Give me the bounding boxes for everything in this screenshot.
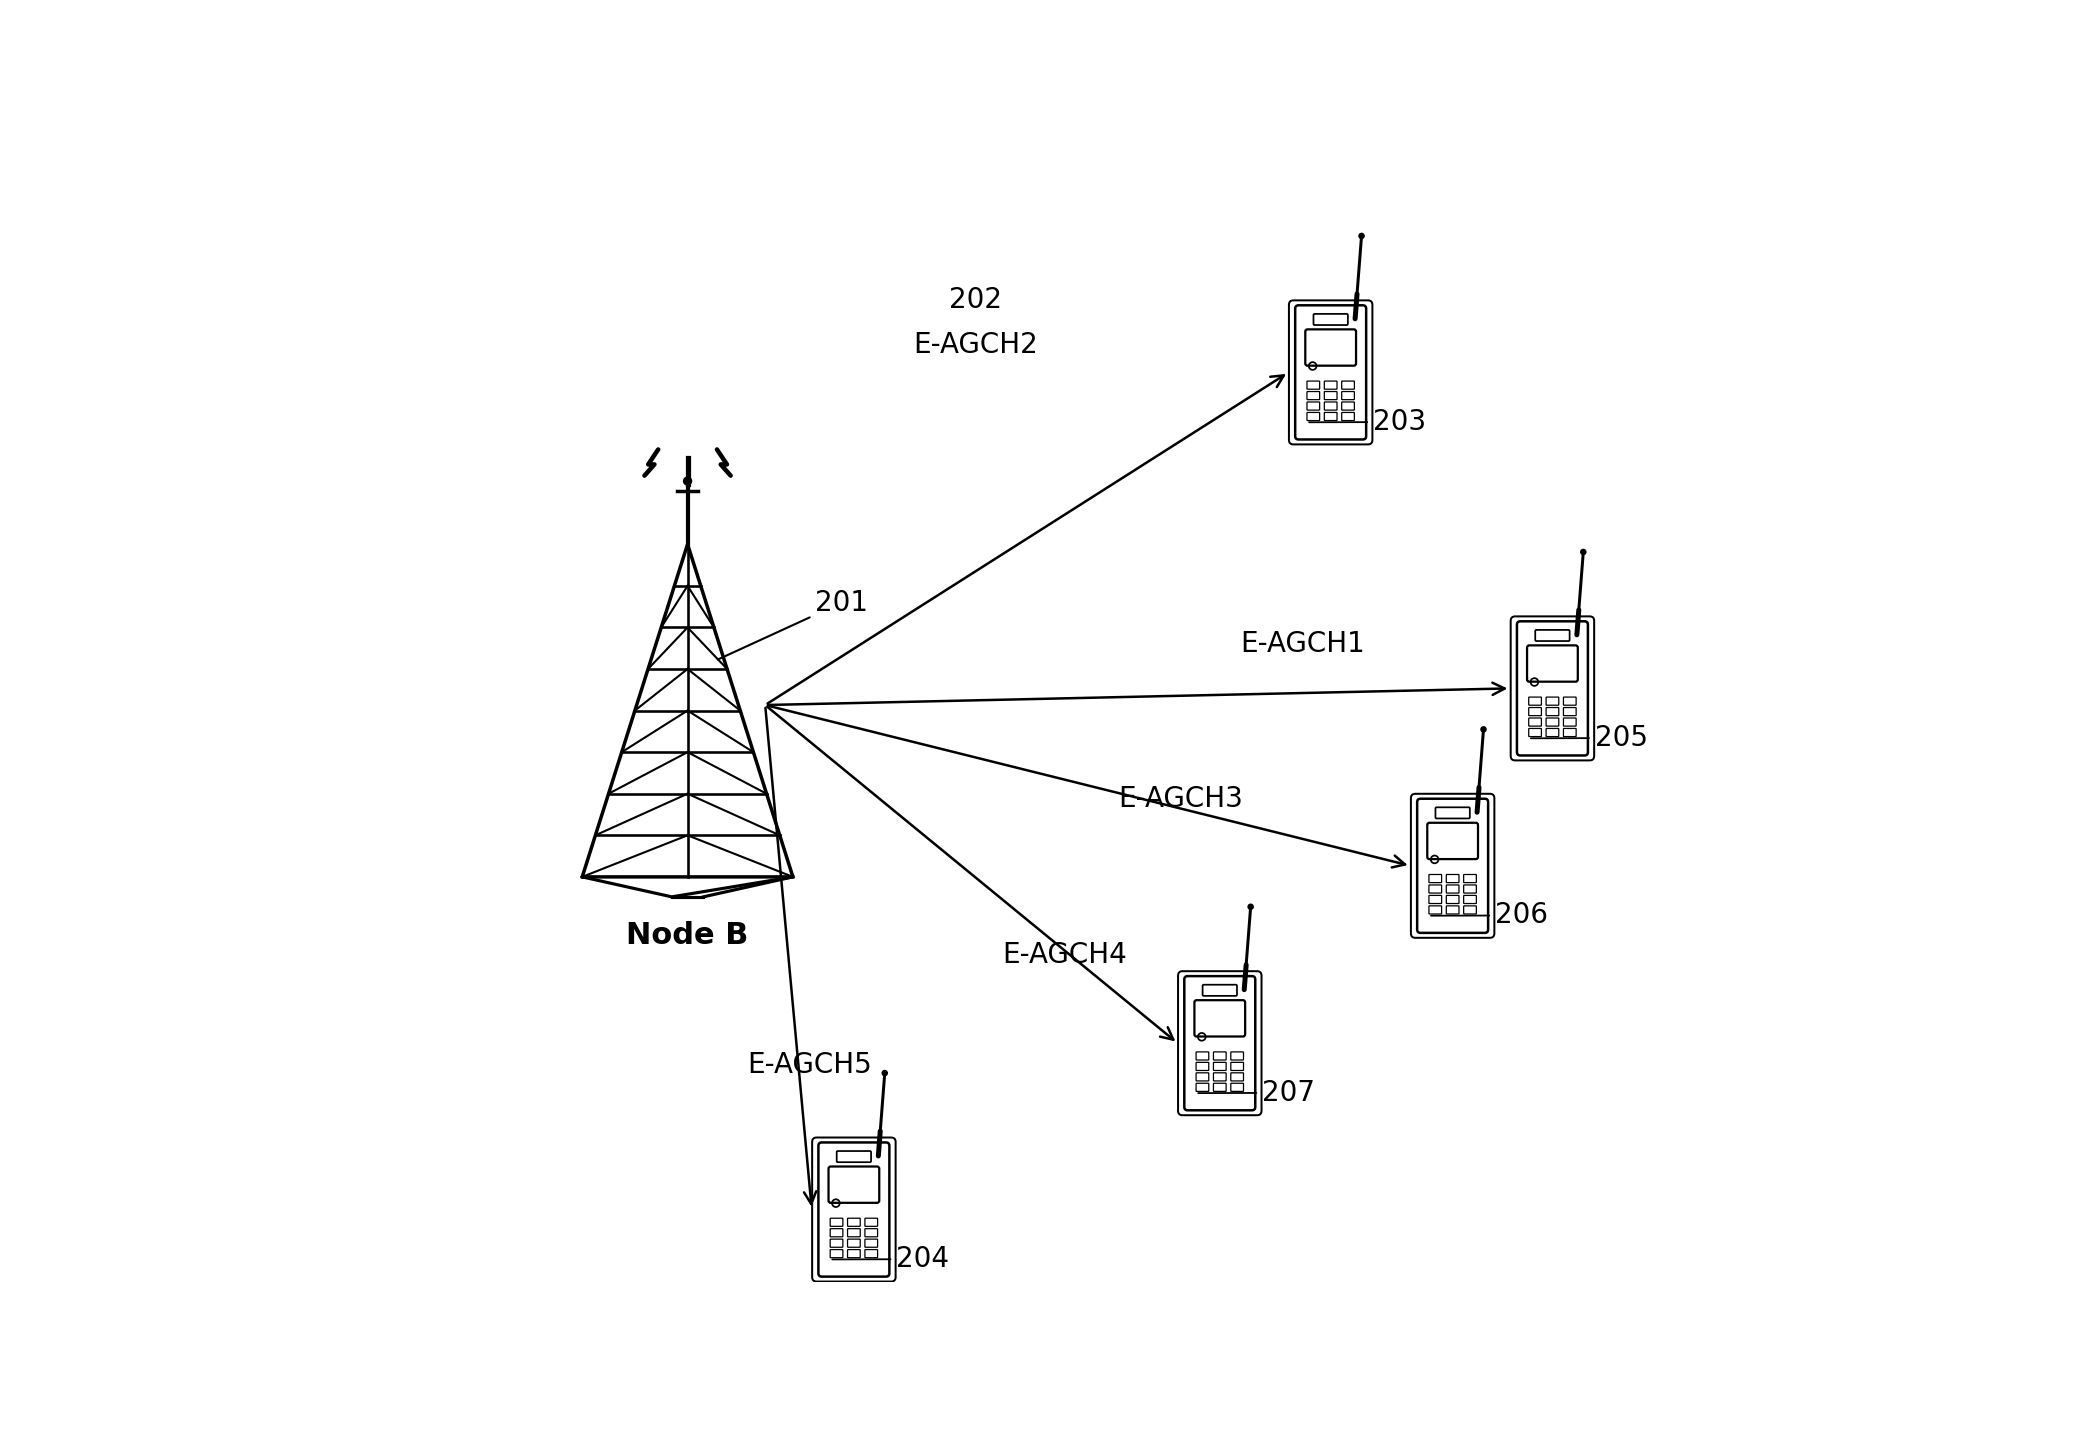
FancyBboxPatch shape [1230, 1073, 1244, 1081]
FancyBboxPatch shape [1196, 1051, 1209, 1060]
FancyBboxPatch shape [1428, 896, 1441, 903]
FancyBboxPatch shape [1518, 621, 1587, 756]
FancyBboxPatch shape [1324, 392, 1336, 400]
FancyBboxPatch shape [1447, 906, 1460, 914]
FancyBboxPatch shape [1464, 896, 1476, 903]
FancyBboxPatch shape [864, 1218, 877, 1227]
Text: 207: 207 [1199, 1079, 1315, 1107]
FancyBboxPatch shape [864, 1228, 877, 1237]
FancyBboxPatch shape [1295, 305, 1366, 439]
FancyBboxPatch shape [1464, 874, 1476, 883]
FancyBboxPatch shape [1196, 1063, 1209, 1070]
Text: 205: 205 [1531, 724, 1647, 752]
FancyBboxPatch shape [864, 1250, 877, 1257]
FancyBboxPatch shape [818, 1142, 889, 1277]
FancyBboxPatch shape [831, 1218, 844, 1227]
Text: Node B: Node B [626, 922, 750, 950]
Circle shape [1359, 233, 1363, 239]
FancyBboxPatch shape [1428, 886, 1441, 893]
FancyBboxPatch shape [848, 1250, 860, 1257]
FancyBboxPatch shape [1434, 808, 1470, 818]
FancyBboxPatch shape [1203, 985, 1236, 996]
FancyBboxPatch shape [1564, 729, 1576, 737]
FancyBboxPatch shape [1528, 729, 1541, 737]
FancyBboxPatch shape [1564, 719, 1576, 726]
FancyBboxPatch shape [1447, 896, 1460, 903]
FancyBboxPatch shape [1230, 1051, 1244, 1060]
FancyBboxPatch shape [1545, 697, 1560, 706]
FancyBboxPatch shape [837, 1151, 871, 1162]
FancyBboxPatch shape [1213, 1083, 1226, 1092]
Text: E-AGCH3: E-AGCH3 [1119, 785, 1244, 814]
FancyBboxPatch shape [1447, 874, 1460, 883]
FancyBboxPatch shape [1307, 392, 1320, 400]
FancyBboxPatch shape [1307, 402, 1320, 410]
Text: E-AGCH5: E-AGCH5 [748, 1051, 873, 1080]
Circle shape [1480, 727, 1487, 732]
FancyBboxPatch shape [1464, 886, 1476, 893]
FancyBboxPatch shape [1528, 707, 1541, 716]
FancyBboxPatch shape [1194, 1001, 1244, 1037]
Text: E-AGCH1: E-AGCH1 [1240, 631, 1366, 658]
Circle shape [683, 477, 691, 485]
Circle shape [883, 1070, 887, 1076]
FancyBboxPatch shape [1545, 729, 1560, 737]
FancyBboxPatch shape [1545, 707, 1560, 716]
Text: 203: 203 [1309, 408, 1426, 436]
FancyBboxPatch shape [1464, 906, 1476, 914]
FancyBboxPatch shape [1528, 719, 1541, 726]
FancyBboxPatch shape [1526, 645, 1579, 681]
FancyBboxPatch shape [1307, 412, 1320, 420]
FancyBboxPatch shape [1213, 1063, 1226, 1070]
FancyBboxPatch shape [1343, 392, 1355, 400]
FancyBboxPatch shape [1545, 719, 1560, 726]
FancyBboxPatch shape [1305, 330, 1355, 366]
Text: 206: 206 [1430, 901, 1547, 929]
FancyBboxPatch shape [1196, 1083, 1209, 1092]
Circle shape [1249, 904, 1253, 909]
FancyBboxPatch shape [1447, 886, 1460, 893]
FancyBboxPatch shape [1230, 1083, 1244, 1092]
Text: E-AGCH4: E-AGCH4 [1002, 940, 1128, 969]
FancyBboxPatch shape [1213, 1051, 1226, 1060]
FancyBboxPatch shape [1564, 707, 1576, 716]
FancyBboxPatch shape [1343, 412, 1355, 420]
FancyBboxPatch shape [1528, 697, 1541, 706]
FancyBboxPatch shape [1564, 697, 1576, 706]
Text: 204: 204 [833, 1246, 950, 1273]
FancyBboxPatch shape [1196, 1073, 1209, 1081]
FancyBboxPatch shape [831, 1240, 844, 1247]
FancyBboxPatch shape [848, 1240, 860, 1247]
Text: E-AGCH2: E-AGCH2 [912, 331, 1038, 359]
FancyBboxPatch shape [1184, 976, 1255, 1110]
Circle shape [1581, 550, 1587, 554]
Text: 201: 201 [718, 589, 869, 660]
FancyBboxPatch shape [1535, 629, 1570, 641]
FancyBboxPatch shape [1343, 382, 1355, 389]
Text: 202: 202 [950, 287, 1002, 314]
FancyBboxPatch shape [831, 1250, 844, 1257]
FancyBboxPatch shape [1428, 906, 1441, 914]
FancyBboxPatch shape [1324, 402, 1336, 410]
FancyBboxPatch shape [829, 1166, 879, 1202]
FancyBboxPatch shape [1428, 874, 1441, 883]
FancyBboxPatch shape [1230, 1063, 1244, 1070]
FancyBboxPatch shape [1428, 822, 1478, 860]
FancyBboxPatch shape [1213, 1073, 1226, 1081]
FancyBboxPatch shape [831, 1228, 844, 1237]
FancyBboxPatch shape [848, 1228, 860, 1237]
FancyBboxPatch shape [1313, 314, 1349, 325]
FancyBboxPatch shape [1343, 402, 1355, 410]
FancyBboxPatch shape [1324, 382, 1336, 389]
FancyBboxPatch shape [864, 1240, 877, 1247]
FancyBboxPatch shape [1307, 382, 1320, 389]
FancyBboxPatch shape [1324, 412, 1336, 420]
FancyBboxPatch shape [848, 1218, 860, 1227]
FancyBboxPatch shape [1418, 799, 1489, 933]
